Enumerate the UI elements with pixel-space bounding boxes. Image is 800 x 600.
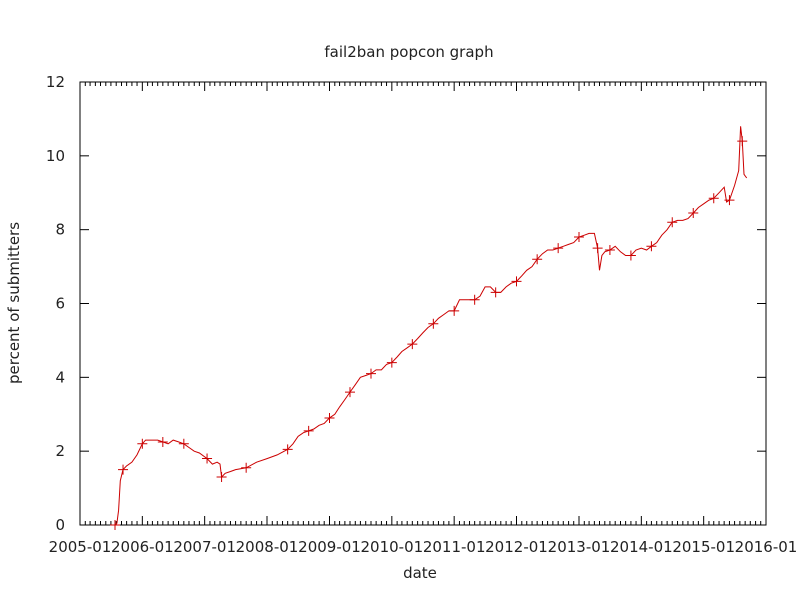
data-point-marker xyxy=(553,243,564,254)
x-tick-label: 2015-01 xyxy=(672,538,735,556)
y-tick-label: 6 xyxy=(55,295,65,313)
data-point-marker xyxy=(532,254,543,265)
data-point-marker xyxy=(708,193,719,204)
x-tick-label: 2009-01 xyxy=(298,538,361,556)
x-tick-label: 2008-01 xyxy=(236,538,299,556)
data-point-marker xyxy=(428,318,439,329)
y-tick-label: 12 xyxy=(46,73,65,91)
data-point-marker xyxy=(157,436,168,447)
data-point-marker xyxy=(241,462,252,473)
y-tick-label: 4 xyxy=(55,368,65,386)
x-tick-label: 2016-01 xyxy=(735,538,798,556)
data-point-marker xyxy=(604,244,615,255)
data-point-marker xyxy=(469,294,480,305)
x-tick-label: 2007-01 xyxy=(173,538,236,556)
y-tick-label: 0 xyxy=(55,516,65,534)
data-point-marker xyxy=(490,287,501,298)
data-point-marker xyxy=(282,444,293,455)
plot-area xyxy=(79,81,767,526)
x-tick-label: 2010-01 xyxy=(360,538,423,556)
x-tick-label: 2014-01 xyxy=(610,538,673,556)
data-point-marker xyxy=(646,241,657,252)
data-point-marker xyxy=(592,243,603,254)
x-tick-label: 2012-01 xyxy=(485,538,548,556)
data-point-marker xyxy=(737,136,748,147)
data-point-marker xyxy=(365,368,376,379)
data-point-marker xyxy=(344,387,355,398)
data-point-marker xyxy=(667,217,678,228)
x-tick-label: 2005-01 xyxy=(49,538,112,556)
data-point-marker xyxy=(724,195,735,206)
data-point-marker xyxy=(386,357,397,368)
data-point-marker xyxy=(407,339,418,350)
data-point-marker xyxy=(178,438,189,449)
series-markers xyxy=(110,136,748,530)
data-point-marker xyxy=(118,464,129,475)
data-point-marker xyxy=(511,276,522,287)
x-tick-label: 2006-01 xyxy=(111,538,174,556)
x-axis-label: date xyxy=(403,564,437,582)
data-point-marker xyxy=(216,472,227,483)
y-axis: 0 2 4 6 8 10 12 xyxy=(46,73,766,534)
y-axis-label: percent of submitters xyxy=(5,222,23,384)
series-line xyxy=(114,126,748,526)
data-point-marker xyxy=(202,453,213,464)
x-tick-label: 2011-01 xyxy=(423,538,486,556)
data-point-marker xyxy=(303,425,314,436)
chart-title: fail2ban popcon graph xyxy=(324,43,493,61)
data-point-marker xyxy=(688,208,699,219)
data-point-marker xyxy=(574,232,585,243)
y-tick-label: 2 xyxy=(55,442,65,460)
data-point-marker xyxy=(625,250,636,261)
data-point-marker xyxy=(449,305,460,316)
data-point-marker xyxy=(137,438,148,449)
y-tick-label: 10 xyxy=(46,147,65,165)
x-tick-label: 2013-01 xyxy=(548,538,611,556)
data-point-marker xyxy=(324,412,335,423)
y-tick-label: 8 xyxy=(55,221,65,239)
data-point-marker xyxy=(110,520,121,530)
plot-border xyxy=(79,81,767,526)
x-axis: 2005-01 2006-01 2007-01 2008-01 2009-01 2010-… xyxy=(49,82,798,556)
